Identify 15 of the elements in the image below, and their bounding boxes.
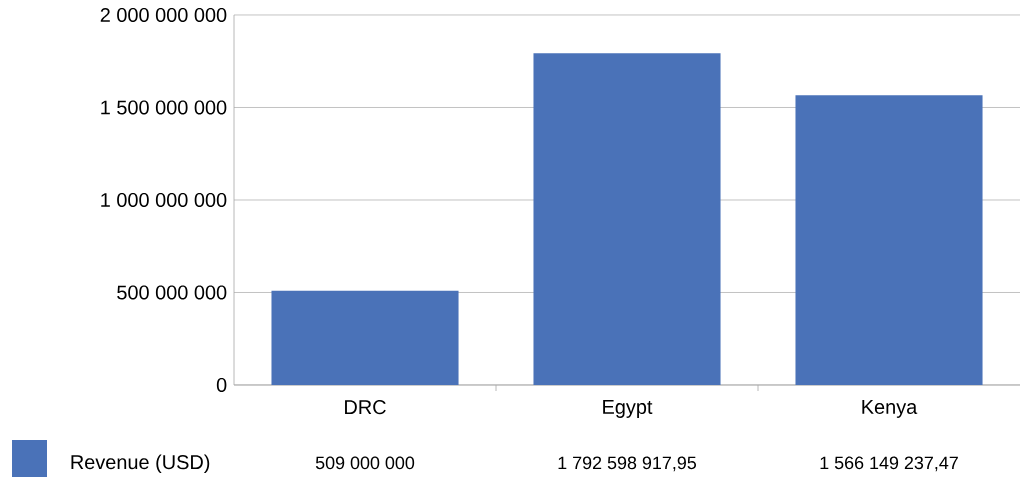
bar bbox=[795, 95, 983, 385]
y-tick-label: 1 000 000 000 bbox=[101, 192, 227, 208]
y-tick-label: 1 500 000 000 bbox=[101, 100, 227, 115]
bar bbox=[271, 290, 459, 385]
x-tick-label: Egypt bbox=[603, 400, 653, 418]
x-tick-label: Kenya bbox=[862, 400, 918, 418]
data-label: 1 566 149 237,47 bbox=[820, 456, 958, 472]
y-tick-label: 0 bbox=[216, 377, 227, 393]
x-tick-label: DRC bbox=[345, 400, 386, 415]
legend-label: Revenue (USD) bbox=[71, 454, 210, 474]
y-tick-label: 500 000 000 bbox=[117, 285, 227, 300]
data-label: 1 792 598 917,95 bbox=[558, 456, 697, 472]
y-tick-label: 2 000 000 000 bbox=[100, 7, 227, 23]
bar bbox=[533, 53, 721, 385]
data-label: 509 000 000 bbox=[315, 456, 415, 470]
